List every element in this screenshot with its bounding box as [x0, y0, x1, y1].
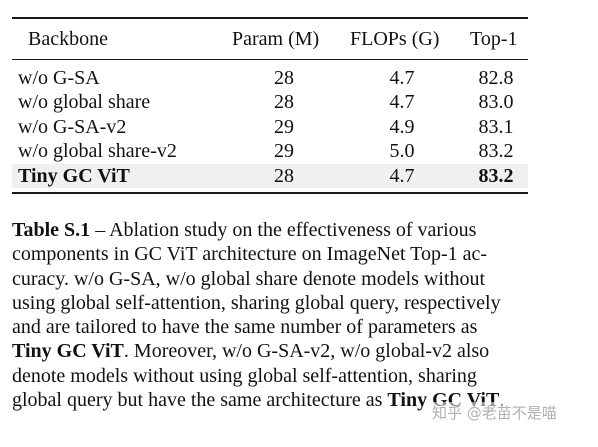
- cell-flops: 4.7: [389, 91, 415, 114]
- cell-top1: 83.2: [478, 140, 514, 163]
- cell-top1: 83.2: [478, 164, 514, 187]
- table-header-row: Backbone Param (M) FLOPs (G) Top-1: [12, 19, 528, 59]
- caption-line: curacy. w/o G-SA, w/o global share denot…: [12, 267, 486, 290]
- caption-line: Table S.1 – Ablation study on the effect…: [12, 219, 477, 241]
- cell-backbone: w/o G-SA: [18, 66, 100, 89]
- cell-flops: 5.0: [389, 140, 415, 163]
- cell-backbone: w/o global share-v2: [18, 140, 177, 163]
- table-row: w/o G-SA-v2 29 4.9 83.1: [12, 115, 528, 140]
- table-header-rule: [12, 58, 528, 60]
- cell-flops: 4.7: [389, 164, 415, 187]
- caption-line: using global self-attention, sharing glo…: [12, 291, 501, 314]
- caption-line: denote models without using global self-…: [12, 364, 477, 387]
- caption-line: Tiny GC ViT. Moreover, w/o G-SA-v2, w/o …: [12, 340, 490, 363]
- table-row: w/o global share-v2 29 5.0 83.2: [12, 139, 528, 164]
- cell-flops: 4.9: [389, 115, 415, 138]
- header-params: Param (M): [232, 27, 320, 50]
- cell-params: 28: [274, 66, 294, 89]
- cell-flops: 4.7: [389, 66, 415, 89]
- header-flops: FLOPs (G): [350, 27, 440, 50]
- header-top1: Top-1: [470, 27, 518, 50]
- cell-params: 28: [274, 91, 294, 114]
- header-backbone: Backbone: [28, 27, 108, 50]
- table-row: w/o global share 28 4.7 83.0: [12, 90, 528, 115]
- table-top-rule: [12, 17, 528, 19]
- caption-model-name: Tiny GC ViT: [12, 340, 124, 363]
- ablation-table: Backbone Param (M) FLOPs (G) Top-1 w/o G…: [12, 17, 528, 194]
- cell-top1: 83.1: [478, 115, 514, 138]
- cell-top1: 83.0: [478, 91, 514, 114]
- cell-params: 29: [274, 115, 294, 138]
- caption-line: components in GC ViT architecture on Ima…: [12, 243, 488, 266]
- cell-params: 28: [274, 164, 294, 187]
- table-caption: Table S.1 – Ablation study on the effect…: [12, 218, 588, 412]
- cell-top1: 82.8: [478, 66, 514, 89]
- table-bottom-rule: [12, 192, 528, 194]
- table-row: w/o G-SA 28 4.7 82.8: [12, 66, 528, 91]
- cell-backbone: w/o G-SA-v2: [18, 115, 127, 138]
- table-row-highlighted: Tiny GC ViT 28 4.7 83.2: [12, 163, 528, 189]
- caption-label: Table S.1: [12, 219, 91, 241]
- watermark: 知乎 @老苗不是喵: [432, 402, 557, 423]
- caption-line: and are tailored to have the same number…: [12, 316, 478, 339]
- cell-backbone: Tiny GC ViT: [18, 164, 130, 187]
- cell-params: 29: [274, 140, 294, 163]
- cell-backbone: w/o global share: [18, 91, 151, 114]
